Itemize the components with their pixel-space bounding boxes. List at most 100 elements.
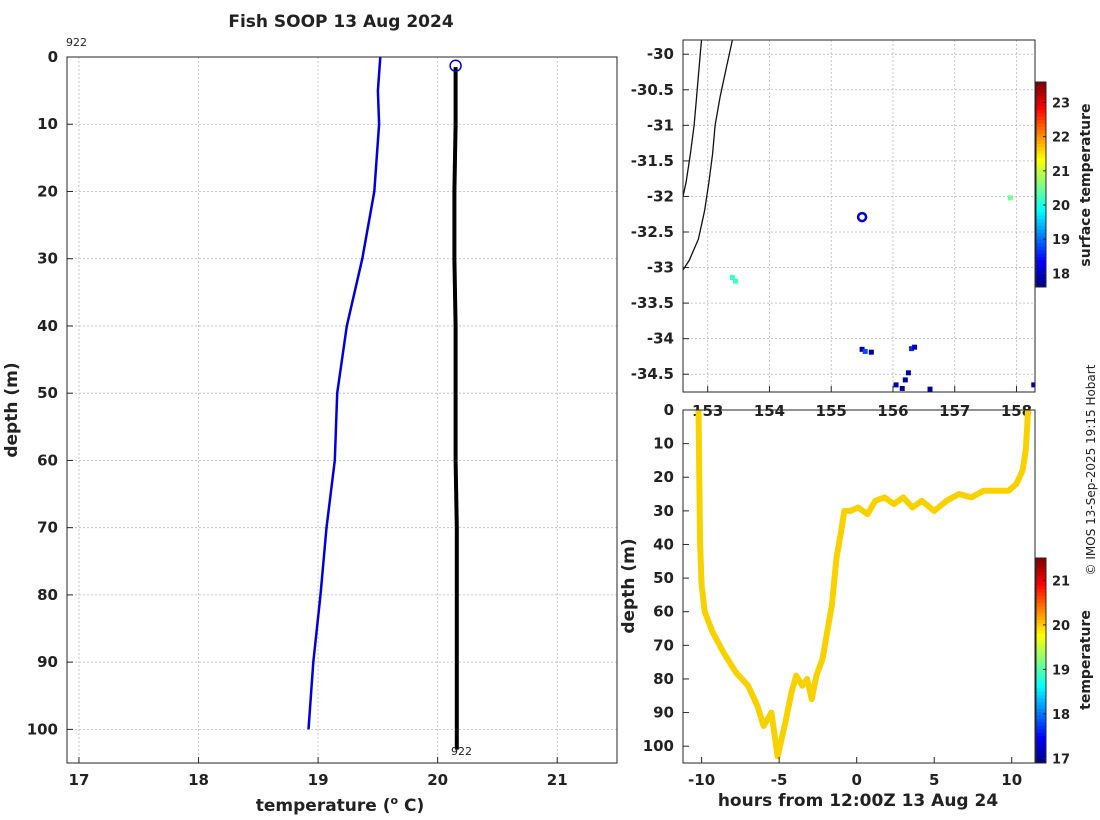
section-colorbar-label: temperature xyxy=(1078,610,1094,710)
map-colorbar-segment xyxy=(1036,228,1046,233)
section-y-tick-label: 90 xyxy=(653,704,674,722)
section-colorbar-segment xyxy=(1036,653,1046,658)
profile-id-top: 922 xyxy=(66,36,87,49)
map-temperature-point xyxy=(899,385,905,391)
section-colorbar-segment xyxy=(1036,629,1046,634)
section-colorbar-segment xyxy=(1036,735,1046,740)
map-colorbar-label: surface temperature xyxy=(1078,103,1094,266)
map-colorbar-segment xyxy=(1036,150,1046,155)
section-colorbar-segment xyxy=(1036,612,1046,617)
map-colorbar-tick-label: 19 xyxy=(1052,233,1070,248)
section-colorbar-segment xyxy=(1036,670,1046,675)
section-y-tick-label: 80 xyxy=(653,670,674,688)
map-y-tick-label: -32.5 xyxy=(631,223,674,241)
section-colorbar-segment xyxy=(1036,568,1046,573)
map-colorbar-segment xyxy=(1036,280,1046,285)
map-gridlines xyxy=(683,40,1035,392)
map-y-tick-label: -32 xyxy=(647,187,674,205)
section-colorbar-segment xyxy=(1036,725,1046,730)
section-colorbar-segment xyxy=(1036,684,1046,689)
profile-series-climatology xyxy=(307,57,382,730)
map-y-tick-label: -30.5 xyxy=(631,81,674,99)
map-colorbar-segment xyxy=(1036,153,1046,158)
section-colorbar-segment xyxy=(1036,701,1046,706)
section-colorbar-segment xyxy=(1036,691,1046,696)
map-colorbar-segment xyxy=(1036,140,1046,144)
section-colorbar-segment xyxy=(1036,585,1046,590)
map-colorbar-segment xyxy=(1036,157,1046,162)
profile-y-tick-label: 10 xyxy=(37,115,58,133)
map-temperature-point xyxy=(927,386,933,392)
map-colorbar-segment xyxy=(1036,249,1046,254)
section-colorbar-segment xyxy=(1036,667,1046,672)
map-colorbar-segment xyxy=(1036,266,1046,271)
section-colorbar-segment xyxy=(1036,595,1046,600)
section-colorbar-segment xyxy=(1036,663,1046,668)
map-colorbar-segment xyxy=(1036,184,1046,189)
section-y-tick-label: 40 xyxy=(653,535,674,553)
map-colorbar-segment xyxy=(1036,218,1046,223)
map-x-tick-label: 154 xyxy=(754,402,785,420)
map-colorbar-segment xyxy=(1036,187,1046,192)
section-axes-frame xyxy=(682,409,1036,764)
section-y-tick-label: 50 xyxy=(653,569,674,587)
map-colorbar-segment xyxy=(1036,82,1046,86)
section-colorbar-segment xyxy=(1036,704,1046,709)
section-colorbar-segment xyxy=(1036,643,1046,648)
section-y-tick-label: 20 xyxy=(653,468,674,486)
map-colorbar-segment xyxy=(1036,95,1046,100)
map-colorbar-segment xyxy=(1036,177,1046,182)
map-colorbar-segment xyxy=(1036,105,1046,110)
map-temperature-point xyxy=(905,370,911,376)
section-colorbar-segment xyxy=(1036,722,1046,726)
map-temperature-point xyxy=(859,346,865,352)
section-colorbar-segment xyxy=(1036,742,1046,747)
map-temperature-point xyxy=(912,344,918,350)
map-colorbar-segment xyxy=(1036,215,1046,220)
map-colorbar-segment xyxy=(1036,201,1046,206)
map-colorbar-segment xyxy=(1036,181,1046,185)
map-colorbar-segment xyxy=(1036,160,1046,165)
map-y-tick-label: -31.5 xyxy=(631,152,674,170)
section-track xyxy=(695,410,1031,760)
map-colorbar-segment xyxy=(1036,136,1046,141)
map-temperature-point xyxy=(732,278,738,284)
section-colorbar-segment xyxy=(1036,677,1046,682)
map-coastline-segment xyxy=(683,40,734,272)
section-colorbar-segment xyxy=(1036,633,1046,638)
map-colorbar-segment xyxy=(1036,191,1046,196)
section-colorbar-tick-label: 20 xyxy=(1052,619,1070,634)
section-colorbar-segment xyxy=(1036,694,1046,699)
map-x-tick-label: 157 xyxy=(939,402,970,420)
section-colorbar-segment xyxy=(1036,622,1046,627)
section-y-tick-label: 60 xyxy=(653,603,674,621)
section-colorbar-segment xyxy=(1036,599,1046,603)
map-colorbar-segment xyxy=(1036,143,1046,148)
section-colorbar-segment xyxy=(1036,739,1046,743)
map-colorbar-segment xyxy=(1036,164,1046,168)
section-x-tick-label: 0 xyxy=(851,771,861,789)
section-colorbar-segment xyxy=(1036,728,1046,733)
watermark: © IMOS 13-Sep-2025 19:15 Hobart xyxy=(1084,364,1098,575)
map-coastline-segment xyxy=(683,40,703,200)
profile-x-axis-label: temperature (o C) xyxy=(256,794,425,816)
map-colorbar-segment xyxy=(1036,283,1046,288)
map-temperature-point xyxy=(893,382,899,388)
map-colorbar-segment xyxy=(1036,205,1046,209)
map-x-tick-label: 156 xyxy=(877,402,908,420)
map-colorbar-segment xyxy=(1036,198,1046,203)
map-colorbar-segment xyxy=(1036,129,1046,134)
map-colorbar-segment xyxy=(1036,170,1046,175)
profile-x-label-superscript: o xyxy=(391,794,399,807)
section-colorbar-segment xyxy=(1036,575,1046,579)
section-colorbar-segment xyxy=(1036,660,1046,665)
section-colorbar-segment xyxy=(1036,711,1046,716)
profile-series-observed xyxy=(452,67,459,750)
section-colorbar-segment xyxy=(1036,745,1046,750)
section-colorbar-frame xyxy=(1035,557,1047,764)
section-colorbar-segment xyxy=(1036,674,1046,679)
section-colorbar-segment xyxy=(1036,718,1046,723)
map-colorbar-tick-label: 21 xyxy=(1052,165,1070,180)
map-x-tick-label: 155 xyxy=(816,402,847,420)
